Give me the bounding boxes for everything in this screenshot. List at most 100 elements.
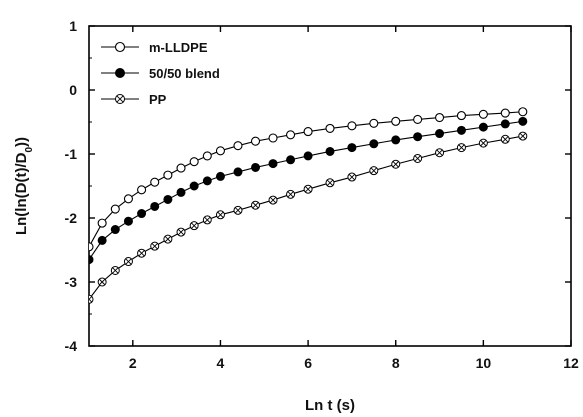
data-point [286,130,296,140]
marker-cross-b [89,296,93,300]
x-tick-label: 8 [392,355,400,371]
data-point [89,255,94,265]
data-point [435,148,445,158]
marker-cross-b [125,258,132,265]
marker-circle [518,116,528,126]
data-point [137,185,147,195]
marker-circle [89,294,94,304]
data-point [369,166,379,176]
data-point [347,143,357,153]
marker-cross-b [370,167,378,174]
marker-circle [97,235,107,245]
marker-circle [137,185,147,195]
marker-circle [268,159,278,169]
data-point [110,225,120,235]
marker-circle [110,225,120,235]
data-point [215,146,226,156]
marker-circle [286,130,296,140]
marker-cross-b [164,235,172,243]
marker-cross-b [234,207,242,214]
marker-circle [202,176,212,186]
series-line-2 [89,135,523,300]
marker-circle [303,127,313,137]
data-point [89,242,94,252]
marker-circle [163,194,173,204]
data-point [434,112,445,123]
data-point [176,163,186,173]
data-point [413,132,423,142]
data-point [478,109,488,119]
marker-circle [176,163,186,173]
data-point [215,171,225,181]
data-point [500,119,510,129]
y-tick-label: 1 [69,18,77,34]
data-point [202,176,212,186]
marker-circle [456,125,466,135]
marker-circle [518,107,528,117]
data-point [189,181,199,191]
marker-circle [189,181,199,191]
data-point [268,195,278,205]
data-point [369,118,379,128]
data-point [347,172,357,182]
marker-cross-b [204,216,211,224]
x-tick-label: 12 [563,355,579,371]
marker-circle [215,146,226,156]
y-axis-title: Ln(ln(D(t)/D0)) [13,137,35,235]
marker-circle [89,242,94,252]
marker-circle [150,177,160,187]
data-point [123,216,133,226]
data-point [325,178,335,188]
marker-cross-b [252,202,259,209]
legend-label: 50/50 blend [149,66,220,81]
data-point [97,235,107,245]
y-tick-label: -1 [65,146,78,162]
data-point [286,189,296,199]
marker-circle [478,109,488,119]
marker-cross-b [287,191,294,198]
marker-cross-b [392,161,399,168]
marker-circle [233,141,243,151]
marker-circle [123,216,133,226]
marker-circle [115,68,125,78]
y-tick-label: -2 [65,210,78,226]
data-point [303,151,313,161]
data-point [518,116,528,126]
data-point [413,153,423,163]
marker-cross-b [436,149,443,156]
marker-circle [215,171,225,181]
y-tick-label: 0 [69,82,77,98]
data-point [268,133,278,143]
data-point [97,218,107,228]
y-axis-title-sub: 0 [24,147,35,153]
marker-circle [347,143,357,153]
marker-circle [251,162,261,172]
data-point [478,138,488,148]
marker-cross-b [269,196,277,204]
marker-circle [369,139,379,149]
data-point [303,184,313,194]
x-tick-label: 10 [476,355,492,371]
marker-cross-b [502,136,509,143]
data-point [233,141,243,151]
y-axis-title-tail: )) [13,137,30,147]
y-tick-label: -3 [65,274,78,290]
series-layer [89,107,528,304]
marker-cross-b [177,228,185,236]
data-point [268,159,278,169]
data-point [456,125,466,135]
data-point [456,143,466,153]
data-point [189,157,199,167]
data-point [500,134,510,144]
marker-cross-a [89,298,93,303]
data-point [435,129,445,139]
data-point [347,121,357,131]
marker-circle [97,218,107,228]
marker-circle [114,41,126,53]
data-point [233,205,243,215]
data-point [137,209,147,219]
marker-circle [189,157,199,167]
marker-circle [268,133,278,143]
